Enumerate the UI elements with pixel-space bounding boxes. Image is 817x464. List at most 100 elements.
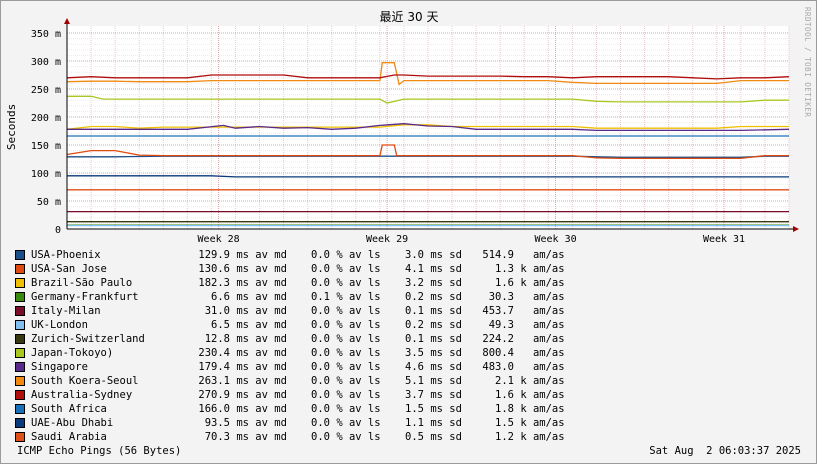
legend-avg-unit: ms av md [230,263,287,275]
y-tick-label: 150 m [31,141,61,152]
legend-amas: 453.7 [482,305,514,317]
legend-sd: 1.5 [405,403,424,415]
legend-name: Japan-Tokoyo) [31,347,114,359]
legend-loss-unit: % av ls [330,263,381,275]
legend-sd: 0.2 [405,291,424,303]
legend-loss: 0.0 [311,361,330,373]
legend-sd: 3.5 [405,347,424,359]
legend-avg: 31.0 [204,305,230,317]
legend-name: Zurich-Switzerland [31,333,145,345]
y-tick-label: 50 m [37,197,61,208]
series-line-south-koera-seoul [66,62,789,86]
legend-amas: 49.3 [488,319,514,331]
legend-sd: 1.1 [405,417,424,429]
legend-sd-unit: ms sd [424,361,462,373]
legend-name: USA-San Jose [31,263,107,275]
legend-name: USA-Phoenix [31,249,101,261]
x-tick-label: Week 31 [703,234,745,245]
legend-loss: 0.0 [311,249,330,261]
legend-amas: 30.3 [488,291,514,303]
legend-swatch [15,432,25,442]
chart-title: 最近 30 天 [380,10,439,24]
legend-sd: 0.5 [405,431,424,443]
legend-avg: 179.4 [198,361,230,373]
legend-amas-unit: am/as [514,347,565,359]
legend-sd-unit: ms sd [424,347,462,359]
legend-swatch [15,264,25,274]
legend-amas: 483.0 [482,361,514,373]
y-tick-label: 200 m [31,113,61,124]
legend-swatch [15,306,25,316]
legend-avg-unit: ms av md [230,291,287,303]
legend-amas: 2.1 [495,375,514,387]
legend-name: Germany-Frankfurt [31,291,139,303]
legend-loss: 0.0 [311,333,330,345]
legend-avg: 182.3 [198,277,230,289]
legend-avg: 70.3 [204,431,230,443]
x-tick-label: Week 29 [366,234,408,245]
legend-avg: 263.1 [198,375,230,387]
legend-amas: 1.8 [495,403,514,415]
series-line-singapore [67,123,790,132]
legend-swatch [15,292,25,302]
legend-sd: 0.1 [405,333,424,345]
legend-sd: 3.0 [405,249,424,261]
legend-sd: 5.1 [405,375,424,387]
legend-sd-unit: ms sd [424,263,462,275]
legend-row: Italy-Milan 31.0 ms av md 0.0 % av ls 0.1 m… [15,304,565,318]
legend-loss: 0.0 [311,431,330,443]
series-line-brazil-s-o-paulo [66,124,789,130]
legend-swatch [15,334,25,344]
legend-name: UK-London [31,319,88,331]
legend-amas-unit: am/as [514,305,565,317]
legend-amas-unit: k am/as [514,417,565,429]
legend-swatch [15,376,25,386]
legend-amas-unit: k am/as [514,263,565,275]
x-axis-arrow [793,226,799,232]
legend-sd: 0.1 [405,305,424,317]
legend-swatch [15,250,25,260]
legend-avg: 93.5 [204,417,230,429]
footer-description: ICMP Echo Pings (56 Bytes) [17,445,182,457]
legend-loss-unit: % av ls [330,347,381,359]
legend-loss-unit: % av ls [330,361,381,373]
legend-amas-unit: k am/as [514,375,565,387]
legend-loss-unit: % av ls [330,277,381,289]
legend-loss-unit: % av ls [330,319,381,331]
legend-avg: 270.9 [198,389,230,401]
legend-sd-unit: ms sd [424,319,462,331]
series-line-japan-tokoyo [67,95,789,104]
y-tick-label: 100 m [31,169,61,180]
legend-sd-unit: ms sd [424,389,462,401]
legend-loss: 0.0 [311,347,330,359]
legend-loss: 0.0 [311,375,330,387]
legend-avg: 166.0 [198,403,230,415]
legend-amas: 514.9 [482,249,514,261]
legend-sd: 4.6 [405,361,424,373]
legend-swatch [15,348,25,358]
legend-amas: 800.4 [482,347,514,359]
legend-avg-unit: ms av md [230,333,287,345]
legend-amas-unit: am/as [514,361,565,373]
legend-row: Brazil-São Paulo 182.3 ms av md 0.0 % av l… [15,276,565,290]
legend-avg: 230.4 [198,347,230,359]
legend-loss-unit: % av ls [330,333,381,345]
legend-avg-unit: ms av md [230,277,287,289]
legend-amas: 1.3 [495,263,514,275]
legend-row: UAE-Abu Dhabi 93.5 ms av md 0.0 % av ls 1.1… [15,416,565,430]
legend-swatch [15,418,25,428]
legend-loss: 0.0 [311,305,330,317]
legend-avg-unit: ms av md [230,417,287,429]
legend-sd-unit: ms sd [424,375,462,387]
legend-avg-unit: ms av md [230,319,287,331]
legend-loss-unit: % av ls [330,305,381,317]
legend-loss-unit: % av ls [330,403,381,415]
legend-avg: 12.8 [204,333,230,345]
legend-loss: 0.0 [311,263,330,275]
legend-amas-unit: am/as [514,291,565,303]
legend-amas: 1.2 [495,431,514,443]
legend-sd: 0.2 [405,319,424,331]
legend-swatch [15,362,25,372]
legend-avg: 6.5 [211,319,230,331]
